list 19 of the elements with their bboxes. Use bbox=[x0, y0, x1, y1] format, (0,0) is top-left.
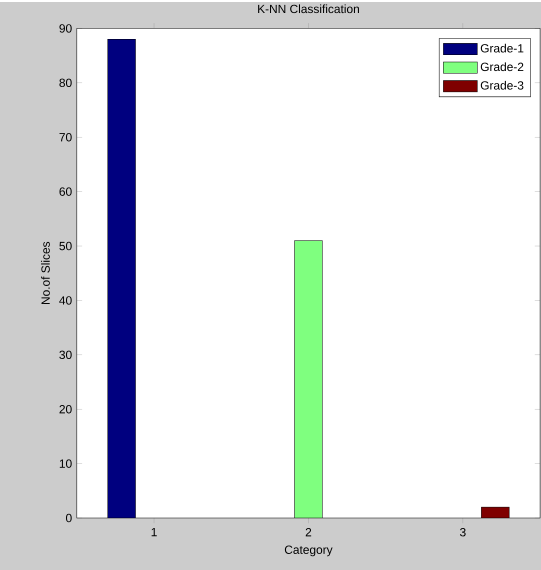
legend-label: Grade-1 bbox=[480, 44, 524, 53]
y-tick-label: 50 bbox=[59, 242, 72, 250]
x-axis-title: Category bbox=[284, 546, 332, 556]
y-tick-label: 30 bbox=[59, 350, 72, 360]
y-axis-title: No.of Slices bbox=[40, 242, 50, 304]
y-tick-label: 10 bbox=[60, 459, 72, 468]
y-tick-label: 80 bbox=[59, 78, 72, 88]
y-tick-label: 20 bbox=[59, 405, 72, 414]
legend-label: Grade-2 bbox=[480, 62, 524, 72]
y-tick-label: 0 bbox=[66, 514, 72, 522]
x-tick-label: 3 bbox=[460, 528, 466, 536]
y-tick-label: 90 bbox=[59, 24, 72, 33]
x-tick-label: 1 bbox=[152, 528, 157, 536]
legend-label: Grade-3 bbox=[480, 80, 524, 90]
y-tick-label: 60 bbox=[59, 187, 72, 196]
x-tick-label: 2 bbox=[306, 528, 312, 536]
y-tick-label: 70 bbox=[59, 132, 72, 142]
chart-title: K-NN Classification bbox=[258, 4, 359, 14]
y-tick-label: 40 bbox=[59, 296, 72, 305]
